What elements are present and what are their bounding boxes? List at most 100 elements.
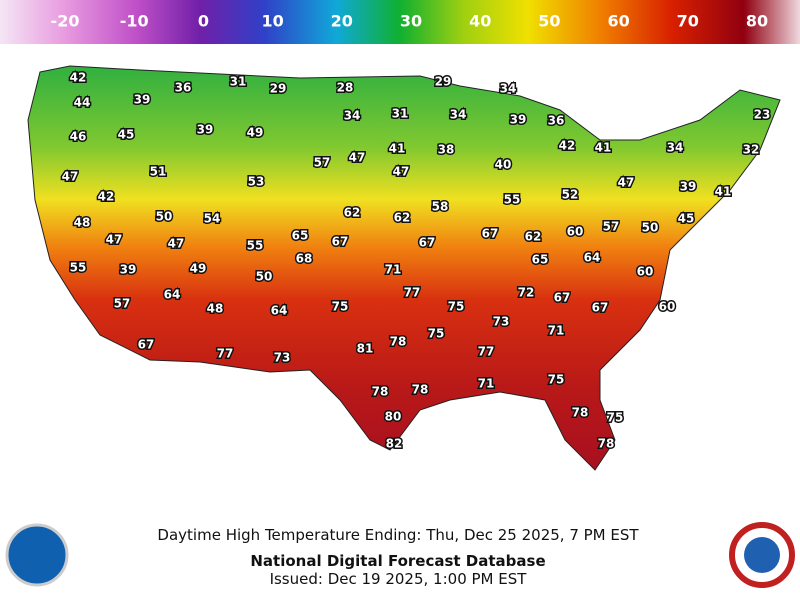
temperature-labels: 42 44 39 36 31 29 28 29 34 46 45 39 49 34 31 34 39 36 23 47… <box>60 69 772 452</box>
temperature-label: 62 <box>344 206 361 220</box>
temperature-label: 67 <box>592 301 609 315</box>
temperature-label: 65 <box>532 253 549 267</box>
temperature-label: 71 <box>548 324 565 338</box>
temperature-label: 78 <box>598 437 615 451</box>
temperature-label: 57 <box>114 297 131 311</box>
temperature-label: 52 <box>562 188 579 202</box>
temperature-label: 60 <box>567 225 584 239</box>
temperature-label: 57 <box>314 156 331 170</box>
color-bar-label: 10 <box>261 12 283 31</box>
temperature-label: 47 <box>393 165 410 179</box>
temperature-label: 80 <box>385 410 402 424</box>
temperature-label: 64 <box>164 288 181 302</box>
temperature-label: 64 <box>584 251 601 265</box>
noaa-logo <box>5 523 69 587</box>
temperature-label: 49 <box>190 262 207 276</box>
temperature-label: 41 <box>595 141 612 155</box>
caption: Daytime High Temperature Ending: Thu, De… <box>157 526 639 544</box>
temperature-label: 29 <box>435 75 452 89</box>
temperature-label: 42 <box>70 71 87 85</box>
temperature-label: 34 <box>344 109 361 123</box>
temperature-label: 65 <box>292 229 309 243</box>
temperature-label: 48 <box>207 302 224 316</box>
color-bar-label: 40 <box>469 12 491 31</box>
temperature-label: 36 <box>548 114 565 128</box>
temperature-label: 72 <box>518 286 535 300</box>
temperature-label: 53 <box>248 175 265 189</box>
color-bar-label: 0 <box>198 12 209 31</box>
temperature-label: 78 <box>390 335 407 349</box>
temperature-label: 75 <box>448 300 465 314</box>
temperature-label: 41 <box>715 185 732 199</box>
temperature-label: 47 <box>106 233 123 247</box>
temperature-label: 45 <box>678 212 695 226</box>
temperature-label: 64 <box>271 304 288 318</box>
temperature-label: 38 <box>438 143 455 157</box>
temperature-label: 67 <box>482 227 499 241</box>
color-bar-label: 20 <box>331 12 353 31</box>
temperature-label: 77 <box>217 347 234 361</box>
temperature-label: 71 <box>478 377 495 391</box>
temperature-label: 78 <box>372 385 389 399</box>
temperature-label: 29 <box>270 82 287 96</box>
temperature-label: 39 <box>680 180 697 194</box>
temperature-label: 62 <box>525 230 542 244</box>
temperature-label: 34 <box>450 108 467 122</box>
temperature-label: 82 <box>386 437 403 451</box>
temperature-label: 45 <box>118 128 135 142</box>
nws-logo-inner <box>744 537 780 573</box>
temperature-label: 55 <box>70 261 87 275</box>
temperature-label: 47 <box>618 176 635 190</box>
temperature-label: 62 <box>394 211 411 225</box>
temperature-label: 73 <box>493 315 510 329</box>
temperature-label: 40 <box>495 158 512 172</box>
color-bar-label: 50 <box>538 12 560 31</box>
temperature-label: 58 <box>432 200 449 214</box>
temperature-label: 31 <box>392 107 409 121</box>
color-bar-label: -10 <box>120 12 149 31</box>
temperature-label: 28 <box>337 81 354 95</box>
temperature-label: 49 <box>247 126 264 140</box>
temperature-label: 77 <box>478 345 495 359</box>
temperature-label: 75 <box>607 411 624 425</box>
temperature-label: 39 <box>120 263 137 277</box>
temperature-label: 47 <box>168 237 185 251</box>
temperature-label: 50 <box>642 221 659 235</box>
temperature-label: 54 <box>204 212 221 226</box>
temperature-label: 73 <box>274 351 291 365</box>
temperature-label: 78 <box>572 406 589 420</box>
temperature-label: 47 <box>349 151 366 165</box>
us-map <box>27 65 781 471</box>
temperature-label: 44 <box>74 96 91 110</box>
temperature-label: 67 <box>332 235 349 249</box>
temperature-label: 39 <box>197 123 214 137</box>
temperature-label: 42 <box>98 190 115 204</box>
temperature-label: 42 <box>559 139 576 153</box>
temperature-label: 78 <box>412 383 429 397</box>
temperature-label: 67 <box>138 338 155 352</box>
temperature-label: 47 <box>62 170 79 184</box>
temperature-label: 34 <box>667 141 684 155</box>
temperature-label: 67 <box>554 291 571 305</box>
temperature-label: 41 <box>389 142 406 156</box>
temperature-label: 23 <box>754 108 771 122</box>
temperature-label: 75 <box>548 373 565 387</box>
temperature-label: 55 <box>247 239 264 253</box>
temperature-label: 50 <box>256 270 273 284</box>
color-bar-label: 80 <box>746 12 768 31</box>
temperature-label: 81 <box>357 342 374 356</box>
temperature-label: 55 <box>504 193 521 207</box>
temperature-label: 67 <box>419 236 436 250</box>
issued: Issued: Dec 19 2025, 1:00 PM EST <box>270 570 528 588</box>
temperature-label: 32 <box>743 143 760 157</box>
color-bar <box>0 0 800 44</box>
temperature-label: 51 <box>150 165 167 179</box>
title: National Digital Forecast Database <box>250 552 545 570</box>
temperature-label: 60 <box>637 265 654 279</box>
temperature-label: 50 <box>156 210 173 224</box>
temperature-label: 31 <box>230 75 247 89</box>
temperature-label: 57 <box>603 220 620 234</box>
temperature-label: 60 <box>659 300 676 314</box>
temperature-label: 46 <box>70 130 87 144</box>
